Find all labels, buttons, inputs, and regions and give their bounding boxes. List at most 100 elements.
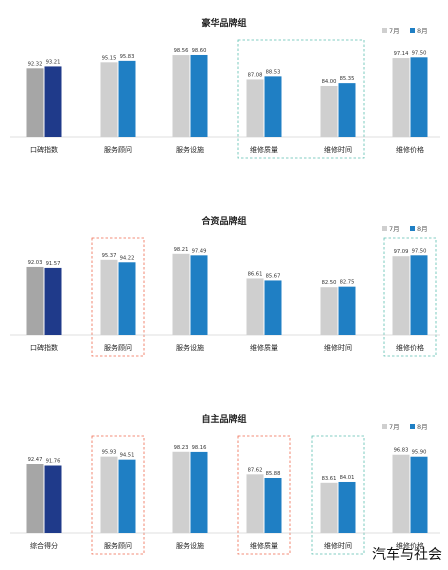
legend-swatch: [382, 28, 387, 33]
category-label: 服务设施: [176, 541, 204, 550]
data-label: 82.75: [340, 280, 355, 286]
legend-label: 8月: [417, 27, 428, 35]
chart-title: 豪华品牌组: [201, 17, 246, 29]
data-label: 98.21: [174, 247, 189, 253]
category-label: 维修价格: [396, 343, 424, 352]
chart-title: 自主品牌组: [201, 413, 246, 425]
highlight-box: [91, 237, 145, 357]
data-label: 95.83: [120, 54, 135, 60]
bar: [44, 465, 62, 533]
category-label: 维修时间: [324, 145, 352, 154]
bar: [410, 255, 428, 335]
bar: [246, 79, 264, 137]
data-label: 95.37: [102, 253, 117, 259]
bar: [118, 459, 136, 533]
bar: [410, 57, 428, 137]
bar: [246, 474, 264, 533]
data-label: 86.61: [248, 271, 263, 277]
bar: [264, 280, 282, 335]
bar: [320, 287, 338, 335]
legend-label: 7月: [389, 423, 400, 431]
category-label: 维修质量: [250, 145, 278, 154]
data-label: 92.32: [28, 61, 43, 67]
category-label: 服务设施: [176, 145, 204, 154]
data-label: 87.08: [248, 72, 263, 78]
legend-swatch: [410, 226, 415, 231]
bar: [118, 262, 136, 335]
highlight-box: [237, 435, 291, 555]
bar: [264, 76, 282, 137]
data-label: 97.49: [192, 248, 207, 254]
category-label: 服务顾问: [104, 145, 132, 154]
bar: [26, 266, 44, 335]
legend-swatch: [410, 424, 415, 429]
category-label: 维修价格: [396, 145, 424, 154]
highlight-box: [237, 39, 365, 159]
legend-swatch: [382, 226, 387, 231]
data-label: 83.61: [322, 476, 337, 482]
bar: [392, 256, 410, 335]
watermark-text: 汽车与社会: [372, 547, 442, 563]
data-label: 93.21: [46, 59, 61, 65]
legend-swatch: [382, 424, 387, 429]
data-label: 98.56: [174, 48, 189, 54]
data-label: 84.01: [340, 475, 355, 481]
data-label: 92.47: [28, 457, 43, 463]
data-label: 82.50: [322, 280, 337, 286]
category-label: 口碑指数: [30, 145, 58, 154]
bar: [172, 55, 190, 138]
bar: [190, 54, 208, 137]
data-label: 96.83: [394, 448, 409, 454]
legend-label: 7月: [389, 27, 400, 35]
bar: [100, 456, 118, 533]
data-label: 91.57: [46, 261, 61, 267]
legend-swatch: [410, 28, 415, 33]
bar: [26, 68, 44, 137]
data-label: 85.35: [340, 76, 355, 82]
bar: [100, 62, 118, 137]
bar: [392, 58, 410, 137]
category-label: 维修价格: [396, 541, 424, 550]
bar: [320, 482, 338, 533]
legend-label: 8月: [417, 225, 428, 233]
data-label: 97.50: [412, 50, 427, 56]
category-label: 服务设施: [176, 343, 204, 352]
category-label: 维修质量: [250, 541, 278, 550]
bar: [44, 66, 62, 137]
category-label: 维修质量: [250, 343, 278, 352]
category-label: 服务顾问: [104, 541, 132, 550]
category-label: 维修时间: [324, 541, 352, 550]
data-label: 95.93: [102, 450, 117, 456]
data-label: 97.50: [412, 248, 427, 254]
legend-label: 7月: [389, 225, 400, 233]
data-label: 94.22: [120, 255, 135, 261]
data-label: 97.14: [394, 51, 410, 57]
data-label: 91.76: [46, 459, 61, 465]
bar: [118, 60, 136, 137]
category-label: 综合得分: [30, 541, 58, 550]
bar: [246, 278, 264, 335]
data-label: 94.51: [120, 453, 135, 459]
bar: [338, 286, 356, 335]
legend-label: 8月: [417, 423, 428, 431]
category-label: 口碑指数: [30, 343, 58, 352]
bar: [190, 451, 208, 533]
bar: [338, 83, 356, 137]
data-label: 98.23: [174, 445, 189, 451]
data-label: 95.15: [102, 55, 117, 61]
data-label: 87.62: [248, 467, 263, 473]
data-label: 92.03: [28, 260, 43, 266]
bar: [410, 456, 428, 533]
highlight-box: [311, 435, 365, 555]
highlight-box: [91, 435, 145, 555]
category-label: 维修时间: [324, 343, 352, 352]
bar: [100, 259, 118, 335]
data-label: 84.00: [322, 79, 337, 85]
bar: [338, 481, 356, 533]
bar: [320, 86, 338, 137]
chart-title: 合资品牌组: [201, 215, 246, 227]
data-label: 85.88: [266, 471, 281, 477]
category-label: 服务顾问: [104, 343, 132, 352]
data-label: 97.09: [394, 249, 409, 255]
